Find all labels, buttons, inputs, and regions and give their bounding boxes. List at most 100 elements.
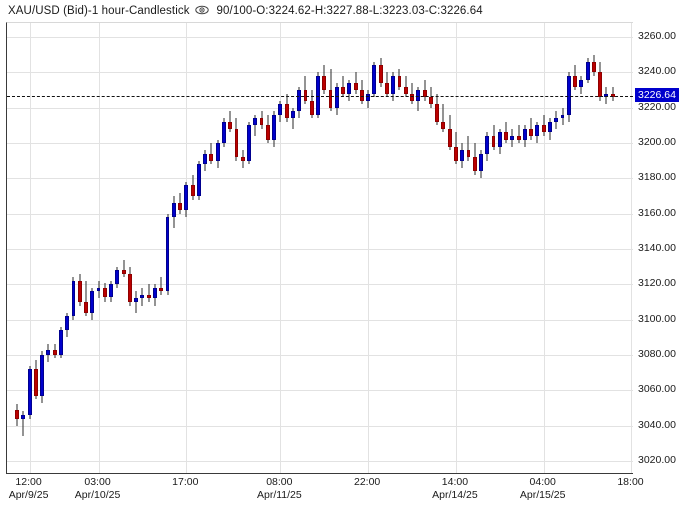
ohlc-high: H:3227.88 [314, 5, 369, 17]
candle-bullish [196, 23, 201, 473]
candle-body [96, 287, 101, 292]
tick-date: Apr/11/25 [256, 488, 302, 501]
candle-body [303, 90, 308, 101]
candle-body [460, 150, 465, 161]
candle-bullish [272, 23, 277, 473]
candle-body [259, 118, 264, 126]
candle-bullish [65, 23, 70, 473]
candle-bearish [441, 23, 446, 473]
candle-bullish [153, 23, 157, 473]
price-axis[interactable]: 3226.64 3260.00 3240.00 3220.00 3200.00 3180… [634, 22, 683, 474]
gridline-vertical [368, 23, 370, 473]
candle-body [353, 83, 358, 91]
candle-bearish [428, 23, 433, 473]
candle-body [40, 354, 45, 396]
candle-wick [85, 280, 87, 317]
candle-body [190, 185, 195, 197]
time-axis[interactable]: 12:00 Apr/9/25 03:00 Apr/10/25 17:00 08:00 Apr… [6, 476, 644, 510]
candle-body [585, 61, 590, 80]
candle-body [322, 75, 327, 91]
candle-body [341, 86, 345, 94]
candle-bearish [385, 23, 389, 473]
candle-body [21, 414, 26, 419]
candle-body [134, 298, 139, 302]
candle-bearish [284, 23, 289, 473]
candle-body [541, 125, 546, 133]
candle-bearish [598, 23, 603, 473]
candle-bearish [472, 23, 477, 473]
candle-bullish [460, 23, 465, 473]
candle-wick [442, 104, 444, 133]
price-axis-tick-label: 3180.00 [638, 171, 676, 184]
candle-body [46, 349, 51, 355]
ohlc-close: C:3226.64 [428, 5, 483, 17]
time-axis-tick-label: 22:00 [354, 476, 380, 489]
time-axis-tick-label: 03:00 Apr/10/25 [75, 476, 121, 501]
candle-bullish [372, 23, 377, 473]
candle-body [309, 100, 314, 115]
candle-wick [123, 259, 125, 278]
candle-bearish [146, 23, 151, 473]
candle-bearish [435, 23, 440, 473]
candle-body [316, 75, 320, 115]
candle-bearish [447, 23, 452, 473]
candle-bearish [610, 23, 615, 473]
instrument-label[interactable]: XAU/USD (Bid) [8, 5, 88, 17]
ohlc-low: L:3223.03 [372, 5, 425, 17]
candle-bullish [416, 23, 421, 473]
tick-time: 14:00 [441, 476, 469, 488]
candle-bearish [190, 23, 195, 473]
time-axis-tick-label: 12:00 Apr/9/25 [9, 476, 49, 501]
candle-bullish [96, 23, 101, 473]
candle-body [328, 90, 333, 108]
candle-bullish [215, 23, 220, 473]
chart-type-label[interactable]: Candlestick [129, 5, 190, 17]
gridline-horizontal [7, 143, 633, 145]
candle-bullish [316, 23, 320, 473]
candle-bullish [27, 23, 32, 473]
plot-area[interactable] [6, 22, 633, 474]
candle-bearish [328, 23, 333, 473]
candle-bullish [109, 23, 113, 473]
candle-body [115, 270, 120, 285]
candle-bullish [560, 23, 565, 473]
candle-body [453, 146, 458, 161]
candle-bearish [529, 23, 534, 473]
eye-icon[interactable] [194, 2, 209, 20]
candle-body [265, 125, 270, 140]
candle-bearish [403, 23, 408, 473]
candle-bullish [115, 23, 120, 473]
header-separator-2: - [125, 5, 129, 17]
candle-body [548, 121, 552, 133]
candle-bullish [247, 23, 251, 473]
candle-body [366, 93, 371, 101]
candle-body [146, 294, 151, 299]
candle-body [272, 114, 277, 140]
candle-body [284, 104, 289, 119]
candle-body [65, 316, 70, 331]
candle-body [403, 86, 408, 94]
candle-bullish [579, 23, 584, 473]
gridline-horizontal [7, 72, 633, 74]
gridline-horizontal [7, 284, 633, 286]
candle-body [228, 121, 233, 129]
candle-body [529, 128, 534, 136]
candle-body [566, 75, 571, 115]
time-axis-tick-label: 17:00 [172, 476, 198, 489]
price-axis-tick-label: 3260.00 [638, 30, 676, 43]
candle-bullish [46, 23, 51, 473]
candle-bullish [297, 23, 302, 473]
gridline-horizontal [7, 37, 633, 39]
price-axis-tick-label: 3040.00 [638, 418, 676, 431]
candle-bearish [209, 23, 214, 473]
candle-wick [135, 291, 137, 313]
chart-header: XAU/USD (Bid) - 1 hour - Candlestick 90/… [0, 0, 683, 22]
gridline-vertical [29, 23, 31, 473]
candle-bearish [240, 23, 245, 473]
timeframe-label[interactable]: 1 hour [91, 5, 126, 17]
price-axis-tick-label: 3020.00 [638, 453, 676, 466]
candle-body [610, 93, 615, 98]
candle-bearish [309, 23, 314, 473]
candle-body [522, 128, 527, 140]
ohlc-open: O:3224.62 [256, 5, 311, 17]
